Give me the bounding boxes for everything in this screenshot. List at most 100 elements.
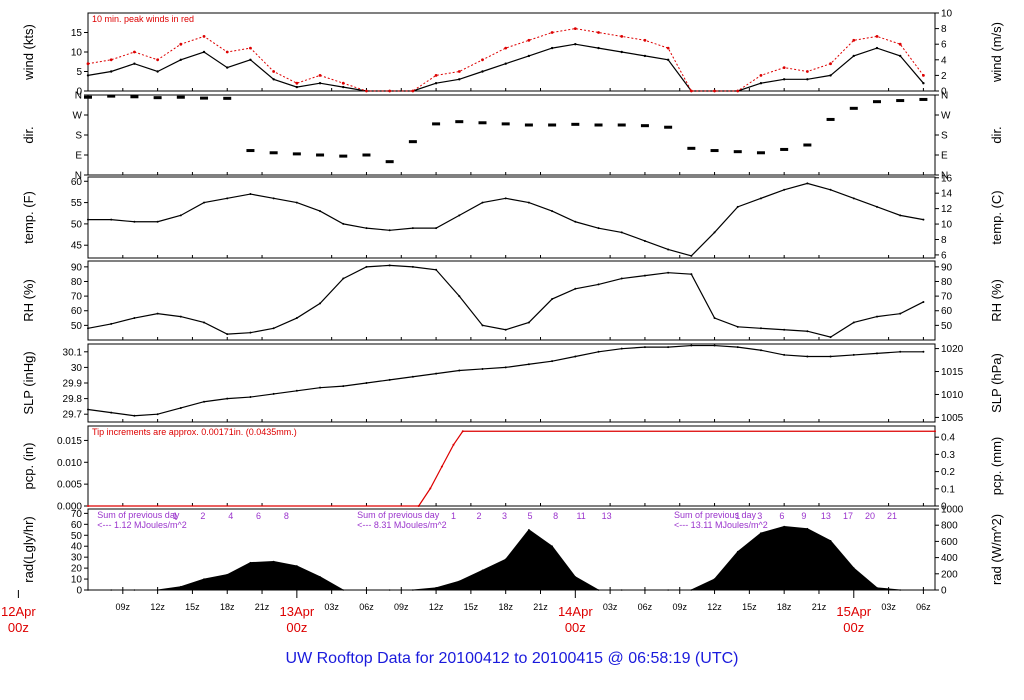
slp-point bbox=[203, 400, 206, 403]
wind-peak-point bbox=[411, 89, 415, 93]
x-day-date: 12Apr bbox=[1, 604, 36, 619]
rad-hour-label: 3 bbox=[502, 511, 507, 521]
slp-point bbox=[620, 347, 623, 350]
slp-point bbox=[597, 350, 600, 353]
rad-point bbox=[783, 525, 785, 528]
temp-point bbox=[899, 214, 902, 217]
dir-point bbox=[524, 123, 533, 127]
dir-point bbox=[664, 125, 673, 129]
x-hour-label: 06z bbox=[359, 602, 374, 612]
pcp-panel: 0.000 0.005 0.010 0.015 0 0.1 0.2 0.3 0.4 pcp. (i… bbox=[21, 425, 1004, 513]
rad-y2tick-label: 600 bbox=[941, 537, 958, 548]
slp-ytick-label: 29.7 bbox=[63, 410, 83, 421]
dir-ytick-label: N bbox=[75, 171, 82, 182]
temp-point bbox=[179, 214, 182, 217]
dir-point bbox=[919, 97, 928, 101]
dir-point bbox=[339, 154, 348, 158]
rh-point bbox=[620, 277, 623, 280]
temp-y2tick-label: 12 bbox=[941, 204, 953, 215]
rh-point bbox=[319, 302, 322, 305]
wind-point bbox=[179, 58, 183, 61]
wind-point bbox=[86, 74, 90, 77]
rad-summary-value: <--- 13.11 MJoules/m^2 bbox=[674, 520, 768, 530]
wind-point bbox=[759, 82, 763, 85]
rh-point bbox=[783, 328, 786, 331]
x-hour-label: 03z bbox=[324, 602, 339, 612]
wind-peak-point bbox=[86, 62, 90, 66]
temp-point bbox=[295, 201, 298, 204]
rh-point bbox=[295, 317, 298, 320]
slp-line bbox=[87, 344, 924, 417]
slp-point bbox=[899, 350, 902, 353]
rh-point bbox=[597, 283, 600, 286]
rad-summary-title: Sum of previous day bbox=[97, 510, 180, 520]
pcp-annotation: Tip increments are approx. 0.00171in. (0… bbox=[92, 427, 297, 437]
pcp-point bbox=[417, 505, 420, 507]
dir-point bbox=[455, 120, 464, 124]
temp-point bbox=[620, 231, 623, 234]
wind-point bbox=[110, 70, 113, 73]
pcp-y2tick-label: 0.4 bbox=[941, 433, 955, 444]
wind-y2label: wind (m/s) bbox=[989, 22, 1004, 83]
slp-point bbox=[133, 414, 136, 417]
rh-point bbox=[527, 321, 530, 324]
wind-point bbox=[620, 50, 623, 54]
dir-point bbox=[780, 147, 789, 151]
slp-point bbox=[759, 349, 762, 352]
dir-y2tick-label: N bbox=[941, 91, 948, 102]
rad-ytick-label: 40 bbox=[71, 542, 83, 553]
dir-ytick-label: W bbox=[73, 111, 83, 122]
temp-y2tick-label: 14 bbox=[941, 189, 953, 200]
temp-point bbox=[759, 197, 762, 200]
rad-point bbox=[736, 550, 739, 553]
dir-point bbox=[292, 152, 301, 156]
slp-point bbox=[713, 344, 716, 347]
wind-peak-point bbox=[921, 74, 925, 77]
x-hour-label: 06z bbox=[638, 602, 653, 612]
temp-point bbox=[690, 254, 693, 257]
dir-point bbox=[872, 100, 881, 104]
dir-point bbox=[896, 99, 905, 103]
temp-point bbox=[875, 205, 878, 208]
wind-point bbox=[922, 82, 925, 85]
slp-point bbox=[643, 346, 646, 349]
rad-point bbox=[435, 587, 437, 589]
rh-point bbox=[365, 265, 368, 268]
dir-point bbox=[826, 117, 835, 121]
rad-point bbox=[713, 578, 716, 580]
rad-ytick-label: 30 bbox=[71, 553, 83, 564]
x-day-date: 13Apr bbox=[279, 604, 314, 619]
wind-point bbox=[829, 74, 832, 77]
temp-point bbox=[272, 197, 275, 200]
temp-point bbox=[806, 182, 809, 185]
slp-ylabel: SLP (inHg) bbox=[21, 351, 36, 414]
rh-point bbox=[272, 327, 275, 330]
wind-peak-point bbox=[109, 58, 113, 62]
wind-peak-point bbox=[179, 42, 183, 46]
wind-point bbox=[295, 85, 299, 89]
dir-point bbox=[130, 95, 139, 99]
dir-point bbox=[687, 146, 696, 150]
rad-ytick-label: 50 bbox=[71, 531, 83, 542]
slp-point bbox=[388, 378, 391, 381]
wind-mean-line bbox=[87, 43, 924, 92]
wind-peak-point bbox=[527, 38, 531, 42]
wind-point bbox=[249, 58, 252, 61]
temp-point bbox=[667, 248, 670, 251]
x-hour-label: 21z bbox=[812, 602, 827, 612]
rad-hour-label: 6 bbox=[256, 511, 261, 521]
slp-point bbox=[829, 355, 832, 358]
temp-line bbox=[88, 182, 924, 257]
x-hour-label: 03z bbox=[881, 602, 896, 612]
rh-point bbox=[411, 265, 414, 268]
rh-point bbox=[226, 333, 229, 336]
x-hour-label: 12z bbox=[429, 602, 444, 612]
temp-point bbox=[574, 220, 577, 223]
rh-point bbox=[736, 325, 739, 328]
temp-point bbox=[458, 214, 461, 217]
slp-point bbox=[295, 389, 298, 392]
x-hour-label: 09z bbox=[672, 602, 687, 612]
wind-y2tick-label: 0 bbox=[941, 87, 947, 98]
temp-ylabel: temp. (F) bbox=[21, 191, 36, 244]
rh-point bbox=[713, 317, 716, 320]
